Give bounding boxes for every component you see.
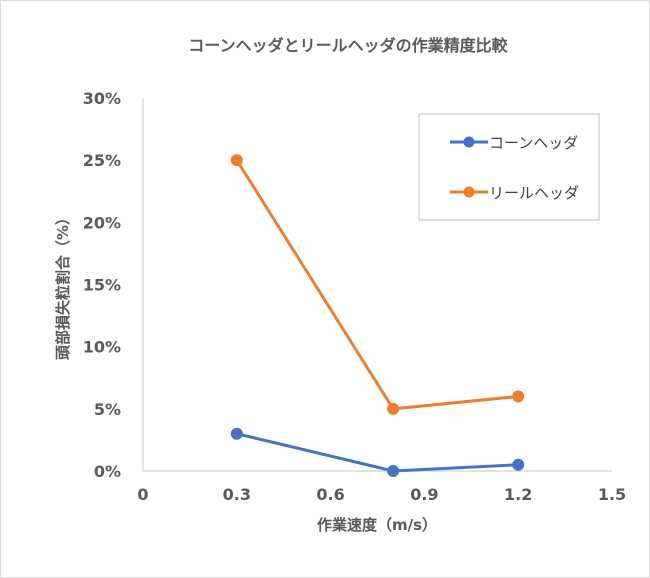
data-point: [230, 427, 243, 440]
y-tick-label: 25%: [83, 151, 121, 170]
x-tick-label: 1.5: [598, 485, 626, 504]
y-tick-label: 5%: [94, 400, 121, 419]
legend-box: [418, 113, 600, 221]
series-line-1: [236, 432, 519, 473]
x-tick-label: 0.9: [410, 485, 438, 504]
x-axis-label: 作業速度（m/s）: [317, 516, 437, 534]
y-tick-label: 20%: [83, 213, 121, 232]
series-layer: [230, 154, 525, 477]
y-tick-label: 30%: [83, 89, 121, 108]
chart-title: コーンヘッダとリールヘッダの作業精度比較: [188, 36, 508, 55]
data-point: [230, 154, 243, 167]
x-tick-labels: 0 0.3 0.6 0.9 1.2 1.5: [137, 485, 626, 504]
x-tick-label: 0: [137, 485, 148, 504]
y-tick-label: 0%: [94, 462, 121, 481]
x-tick-label: 0.6: [316, 485, 344, 504]
legend-marker: [463, 136, 475, 148]
y-tick-label: 15%: [83, 276, 121, 295]
data-point: [512, 458, 525, 471]
y-tick-label: 10%: [83, 338, 121, 357]
data-point: [387, 465, 400, 477]
legend-label: リールヘッダ: [489, 184, 579, 202]
legend-marker: [463, 186, 475, 198]
legend-label: コーンヘッダ: [489, 134, 578, 152]
data-point: [512, 390, 525, 403]
x-tick-label: 0.3: [223, 485, 251, 504]
x-tick-label: 1.2: [504, 485, 532, 504]
y-tick-labels: 0% 5% 10% 15% 20% 25% 30%: [83, 89, 121, 481]
y-axis-label: 頭部損失粒割合（%）: [54, 210, 72, 360]
data-point: [387, 402, 400, 415]
